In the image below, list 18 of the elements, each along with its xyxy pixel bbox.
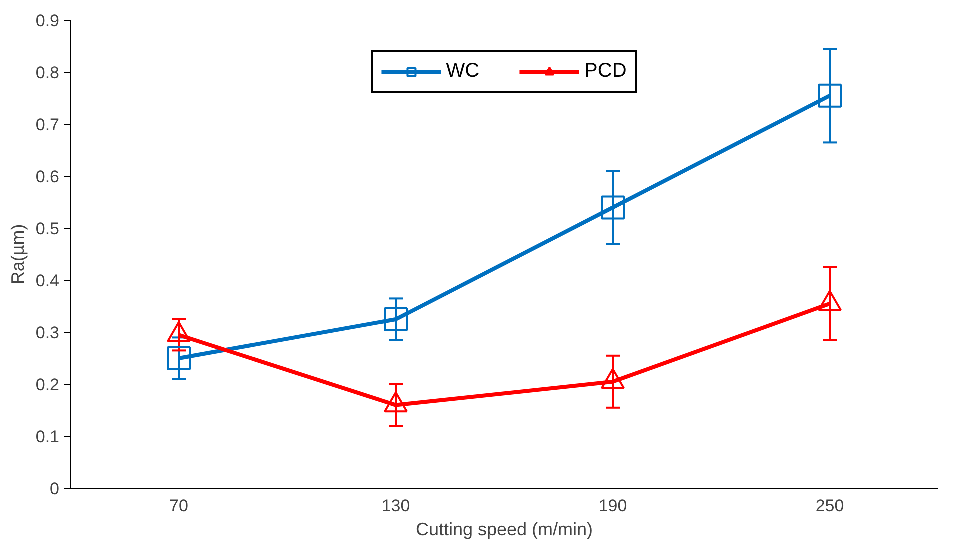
x-tick-label: 190: [598, 496, 628, 516]
y-tick-label: 0.1: [36, 428, 60, 446]
x-tick-label: 70: [170, 496, 188, 516]
y-tick-label: 0.9: [36, 12, 60, 30]
x-tick-label: 130: [382, 496, 410, 516]
y-tick-label: 0: [50, 480, 60, 498]
y-tick-label: 0.6: [36, 168, 60, 186]
y-axis-title: Ra(µm): [8, 224, 28, 285]
y-tick-label: 0.3: [36, 324, 60, 342]
y-tick-label: 0.7: [36, 116, 60, 134]
legend-label: WC: [446, 60, 480, 83]
y-tick-label: 0.2: [36, 376, 60, 394]
x-tick-label: 250: [816, 496, 844, 516]
y-tick-label: 0.4: [36, 272, 60, 290]
y-tick-label: 0.5: [36, 220, 60, 238]
legend-label: PCD: [584, 60, 627, 83]
y-tick-label: 0.8: [36, 64, 60, 82]
x-axis-title: Cutting speed (m/min): [416, 520, 594, 540]
